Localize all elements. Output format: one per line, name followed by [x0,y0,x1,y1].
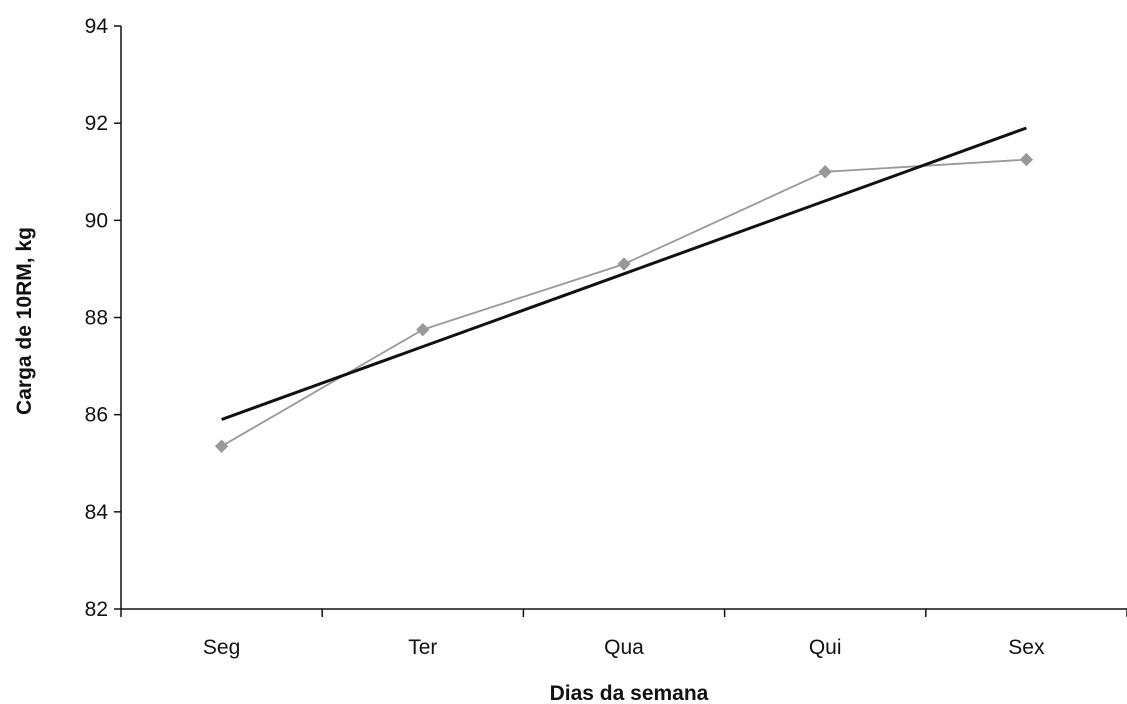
y-tick-label: 84 [85,501,109,524]
data-point-marker [1019,152,1034,167]
y-axis-title: Carga de 10RM, kg [13,227,36,415]
x-axis-title: Dias da semana [550,682,709,704]
data-point-marker [617,257,631,271]
x-tick-label: Qua [604,636,644,659]
y-tick-label: 92 [85,112,108,135]
y-tick-label: 82 [85,598,108,621]
y-tick-label: 94 [85,15,109,38]
x-ticks: Seg Ter Qua Qui Sex [120,609,1127,659]
y-tick-label: 90 [85,209,108,232]
y-tick-label: 86 [85,404,108,427]
x-tick-label: Ter [408,636,437,659]
x-tick-label: Sex [1008,636,1045,659]
data-point-marker [416,322,430,337]
y-tick-label: 88 [85,307,108,330]
series-line [221,158,1027,447]
x-tick-label: Qui [809,636,842,659]
series [214,126,1034,453]
x-tick-label: Seg [203,636,240,659]
y-ticks: 82 84 86 88 90 92 94 [85,15,121,621]
data-point-marker [818,165,832,179]
trendline [221,126,1027,421]
data-point-marker [214,439,229,453]
axes [120,26,1127,610]
